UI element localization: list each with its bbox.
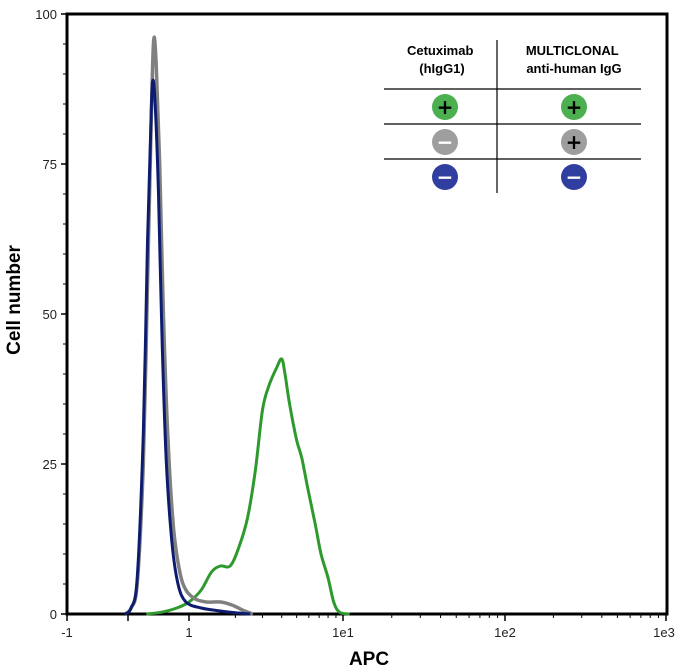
y-tick-label: 0 — [50, 607, 57, 622]
legend-badge-circle — [561, 129, 587, 155]
legend-badge-circle — [561, 94, 587, 120]
x-tick-label: -1 — [61, 625, 73, 640]
plus-icon: + — [437, 95, 454, 119]
legend: Cetuximab (hIgG1) MULTICLONAL anti-human… — [384, 40, 641, 193]
plus-icon: + — [566, 95, 583, 119]
legend-badge-circle — [432, 94, 458, 120]
y-axis: 0 25 50 75 100 — [35, 7, 67, 622]
minus-icon: − — [437, 165, 454, 189]
legend-header-line: anti-human IgG — [526, 61, 621, 76]
y-tick-label: 25 — [43, 457, 57, 472]
y-axis-title: Cell number — [4, 245, 25, 355]
series-line-navy — [123, 78, 251, 616]
legend-header-line: Cetuximab — [407, 43, 474, 58]
minor-ticks — [63, 43, 659, 618]
x-tick-label: 1 — [185, 625, 192, 640]
legend-header-line: MULTICLONAL — [526, 43, 619, 58]
minus-icon: − — [437, 130, 454, 154]
x-tick-label: 1e3 — [653, 625, 675, 640]
y-tick-label: 100 — [35, 7, 57, 22]
series-line-gray — [123, 35, 254, 616]
x-axis-title: APC — [349, 649, 389, 670]
legend-header-cetuximab: Cetuximab (hIgG1) — [407, 43, 477, 76]
series-line-green — [146, 357, 350, 616]
legend-badge-circle — [432, 129, 458, 155]
legend-header-multiclonal: MULTICLONAL anti-human IgG — [526, 43, 622, 76]
y-tick-label: 50 — [43, 307, 57, 322]
minus-icon: − — [566, 165, 583, 189]
legend-badge-circle — [432, 164, 458, 190]
x-axis: -1 1 1e1 1e2 1e3 — [61, 614, 675, 640]
x-tick-label: 1e2 — [494, 625, 516, 640]
x-tick-label: 1e1 — [332, 625, 354, 640]
legend-badge-circle — [561, 164, 587, 190]
plus-icon: + — [566, 130, 583, 154]
legend-header-line: (hIgG1) — [419, 61, 465, 76]
y-tick-label: 75 — [43, 157, 57, 172]
